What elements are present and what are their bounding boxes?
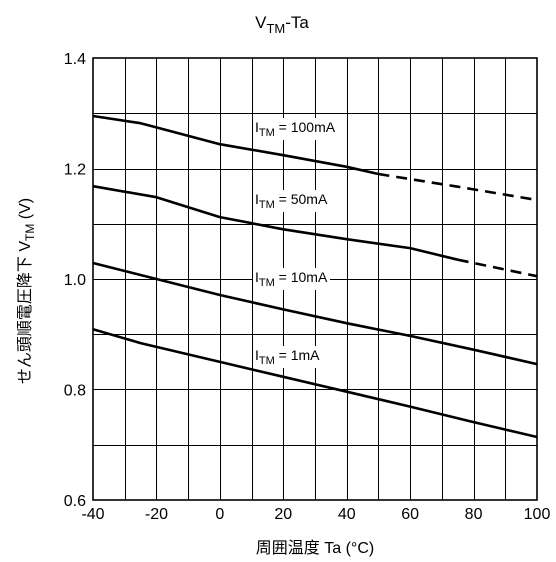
y-tick-labels: 0.6 0.8 1.0 1.2 1.4	[64, 51, 86, 510]
series-label-1ma: ITM = 1mA	[255, 347, 320, 367]
series-line-1ma	[92, 328, 538, 439]
series-label-value: = 100mA	[275, 119, 336, 135]
y-axis-title-sub: TM	[23, 224, 37, 241]
series-label-background	[253, 268, 330, 290]
series-label-sub: TM	[259, 355, 275, 367]
y-tick-label: 1.0	[64, 272, 86, 289]
y-tick-label: 0.6	[64, 493, 86, 510]
series-line-10ma	[92, 261, 538, 366]
x-tick-label: -20	[145, 506, 168, 523]
series-label-background	[253, 190, 330, 212]
series-label-sub: TM	[259, 127, 275, 139]
chart-title-base: V	[255, 13, 267, 32]
y-axis-title-suffix: (V)	[17, 198, 34, 224]
plot-frame	[92, 57, 538, 501]
x-tick-labels: -40 -20 0 20 40 60 80 100	[81, 506, 550, 523]
series-label-50ma: ITM = 50mA	[255, 191, 328, 211]
series-line-100ma-solid	[92, 114, 379, 176]
series-line-50ma-solid	[92, 184, 459, 261]
series-label-sub: TM	[259, 199, 275, 211]
series-label-backgrounds	[253, 118, 338, 368]
series-label-background	[253, 346, 323, 368]
series-label-base: I	[255, 347, 259, 363]
x-tick-label: 20	[274, 506, 292, 523]
series-label-sub: TM	[259, 277, 275, 289]
y-tick-label: 0.8	[64, 383, 86, 400]
y-axis-title-base: せん頭順電圧降下 V	[16, 241, 34, 384]
x-tick-label: 0	[215, 506, 224, 523]
x-tick-label: 80	[465, 506, 483, 523]
series-label-100ma: ITM = 100mA	[255, 119, 336, 139]
x-tick-label: 40	[338, 506, 356, 523]
series-label-base: I	[255, 119, 259, 135]
series-label-base: I	[255, 191, 259, 207]
chart-title-suffix: -Ta	[285, 13, 309, 32]
series-label-value: = 1mA	[275, 347, 320, 363]
y-tick-label: 1.2	[64, 162, 86, 179]
chart-title-sub: TM	[266, 21, 285, 36]
series-lines	[92, 114, 538, 439]
series-label-background	[253, 118, 338, 140]
series-label-value: = 10mA	[275, 269, 328, 285]
y-tick-label: 1.4	[64, 51, 86, 68]
series-label-base: I	[255, 269, 259, 285]
x-axis-title: 周囲温度 Ta (°C)	[256, 539, 374, 557]
series-line-50ma-dashed	[457, 258, 538, 278]
x-tick-label: 60	[401, 506, 419, 523]
x-tick-label: -40	[81, 506, 104, 523]
chart-title: VTM-Ta	[255, 13, 309, 36]
series-line-100ma-dashed	[378, 172, 538, 202]
series-label-10ma: ITM = 10mA	[255, 269, 328, 289]
series-label-value: = 50mA	[275, 191, 328, 207]
y-axis-title: せん頭順電圧降下 VTM (V)	[16, 198, 37, 384]
x-tick-label: 100	[524, 506, 551, 523]
